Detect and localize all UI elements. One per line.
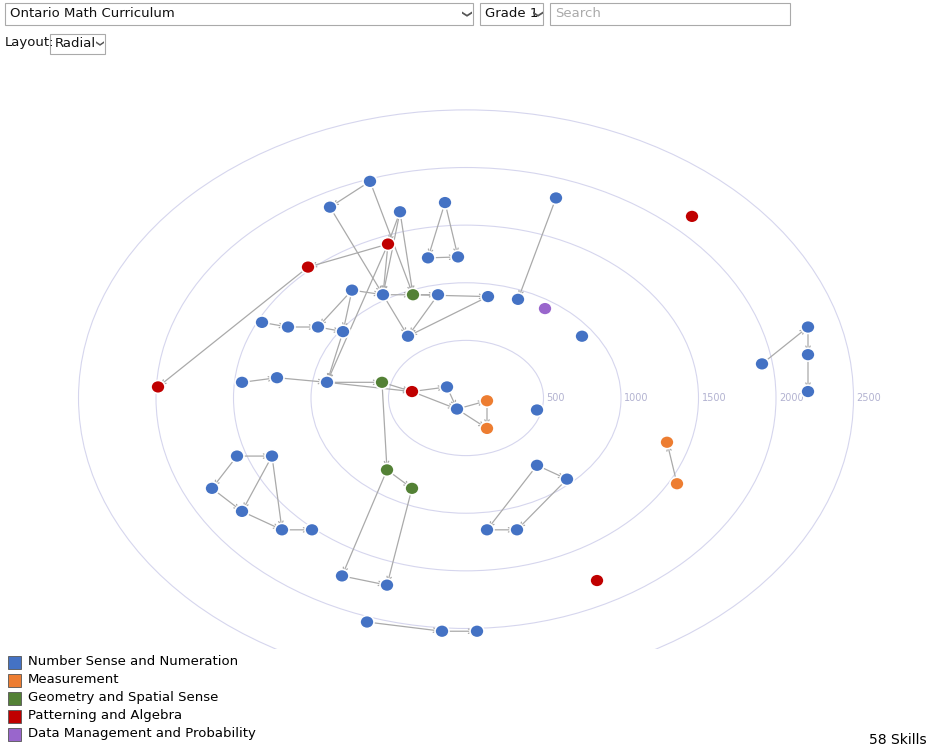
Circle shape [320, 376, 334, 388]
Circle shape [230, 449, 244, 463]
Circle shape [281, 320, 295, 334]
Circle shape [560, 472, 574, 485]
Circle shape [480, 394, 494, 407]
Circle shape [530, 459, 544, 472]
Circle shape [305, 524, 319, 536]
Circle shape [376, 288, 390, 302]
Circle shape [360, 616, 374, 628]
Circle shape [438, 196, 452, 209]
Circle shape [538, 302, 552, 315]
Circle shape [435, 625, 449, 638]
Text: 500: 500 [547, 393, 565, 403]
Circle shape [335, 569, 349, 582]
Circle shape [510, 524, 524, 536]
Circle shape [336, 326, 350, 338]
Bar [8, 674, 21, 687]
Text: 1500: 1500 [702, 393, 726, 403]
Circle shape [151, 380, 165, 394]
Text: Ontario Math Curriculum: Ontario Math Curriculum [10, 8, 174, 20]
Text: 1000: 1000 [624, 393, 648, 403]
Text: Data Management and Probability: Data Management and Probability [28, 728, 256, 740]
Circle shape [685, 210, 699, 223]
Circle shape [270, 371, 284, 384]
Circle shape [235, 376, 249, 388]
Bar [8, 692, 21, 705]
Circle shape [381, 238, 395, 250]
Circle shape [323, 201, 337, 214]
Circle shape [590, 574, 604, 587]
Text: 2000: 2000 [779, 393, 803, 403]
Circle shape [480, 422, 494, 435]
Circle shape [255, 316, 269, 328]
Circle shape [549, 191, 563, 205]
FancyBboxPatch shape [550, 3, 790, 25]
Circle shape [755, 358, 769, 370]
Circle shape [511, 293, 525, 306]
Bar [8, 710, 21, 723]
Circle shape [575, 330, 589, 343]
Text: Patterning and Algebra: Patterning and Algebra [28, 710, 182, 722]
Circle shape [801, 320, 815, 334]
Circle shape [393, 206, 407, 218]
Circle shape [380, 464, 394, 476]
Text: ❯: ❯ [460, 10, 470, 18]
Text: Search: Search [555, 8, 601, 20]
Text: Number Sense and Numeration: Number Sense and Numeration [28, 656, 238, 668]
Text: Radial: Radial [55, 38, 96, 50]
Text: ❯: ❯ [93, 40, 103, 47]
Circle shape [406, 288, 420, 302]
Circle shape [451, 251, 465, 263]
Bar [8, 728, 21, 741]
Circle shape [431, 288, 445, 302]
Circle shape [363, 175, 377, 188]
Circle shape [380, 579, 394, 592]
Circle shape [421, 251, 435, 264]
Circle shape [470, 625, 484, 638]
Text: Grade 1: Grade 1 [485, 8, 538, 20]
Circle shape [530, 404, 544, 416]
Circle shape [450, 403, 464, 416]
Circle shape [405, 482, 419, 495]
Text: Measurement: Measurement [28, 674, 119, 686]
Circle shape [801, 348, 815, 361]
FancyBboxPatch shape [50, 34, 105, 53]
Bar [8, 656, 21, 669]
Text: 2500: 2500 [856, 393, 882, 403]
Text: Geometry and Spatial Sense: Geometry and Spatial Sense [28, 692, 218, 704]
Circle shape [311, 320, 325, 334]
Circle shape [301, 261, 315, 274]
Text: 58 Skills: 58 Skills [870, 733, 927, 747]
Circle shape [405, 385, 419, 398]
Circle shape [401, 330, 415, 343]
FancyBboxPatch shape [480, 3, 543, 25]
Circle shape [275, 524, 289, 536]
Circle shape [440, 380, 454, 394]
Circle shape [481, 290, 495, 303]
Circle shape [670, 477, 684, 490]
Text: ❯: ❯ [531, 10, 541, 18]
Circle shape [205, 482, 219, 495]
Circle shape [480, 524, 494, 536]
Circle shape [265, 449, 279, 463]
Text: Layout:: Layout: [5, 36, 54, 50]
Circle shape [235, 505, 249, 518]
FancyBboxPatch shape [5, 3, 473, 25]
Circle shape [801, 385, 815, 398]
Circle shape [375, 376, 389, 388]
Circle shape [345, 284, 359, 296]
Circle shape [660, 436, 674, 448]
